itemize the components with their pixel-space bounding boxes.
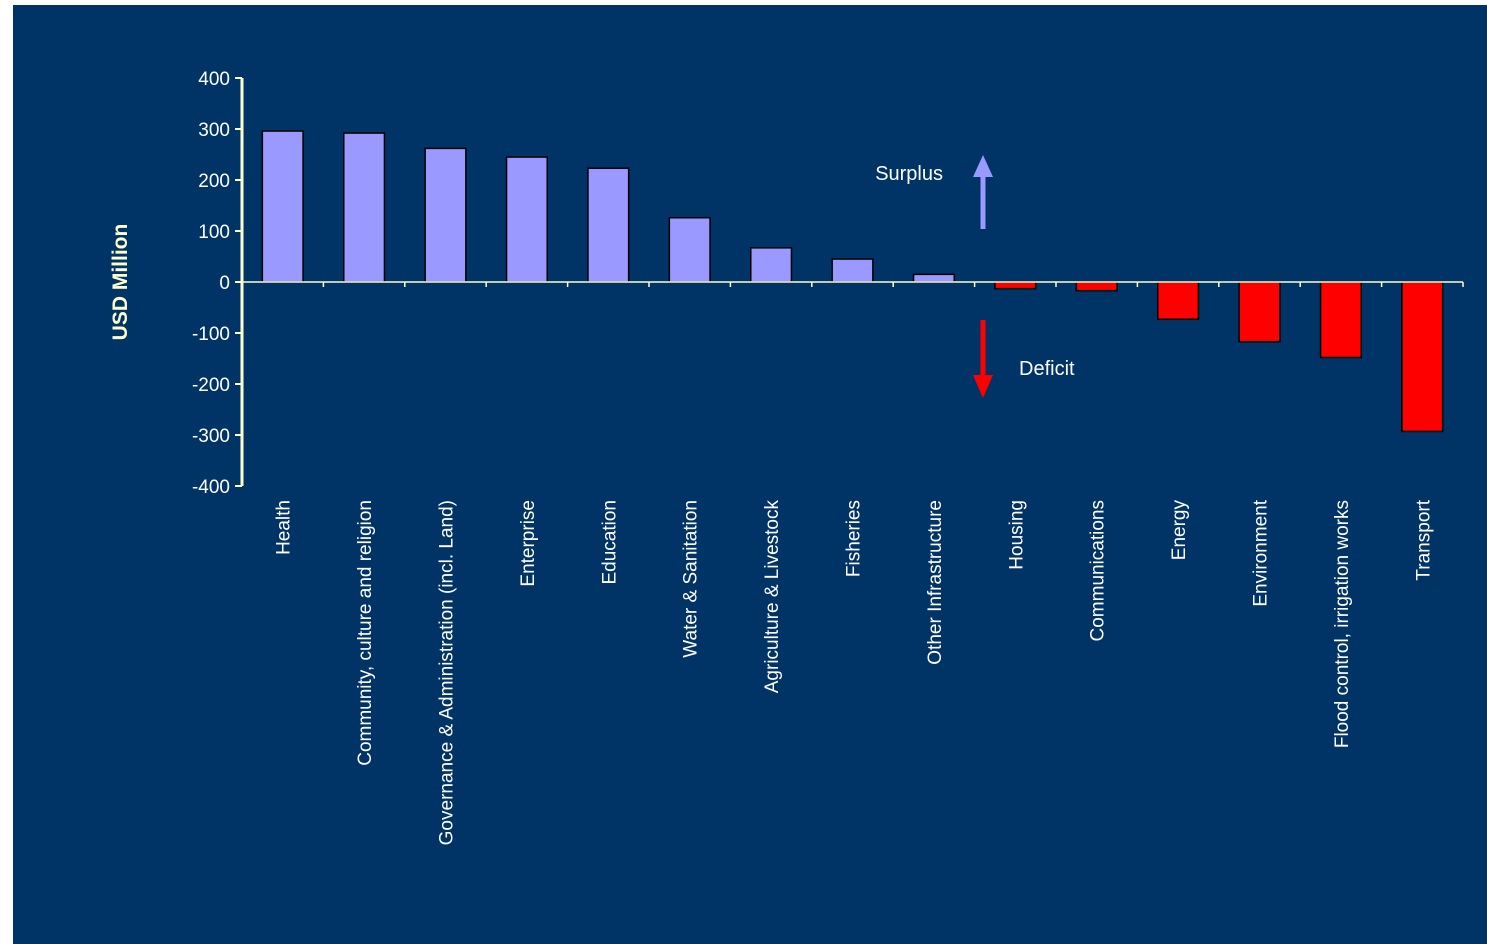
category-label-9: Housing — [1006, 500, 1027, 570]
y-tick-label-8: -400 — [192, 477, 230, 498]
y-axis-title: USD Million — [109, 224, 132, 341]
bar-8 — [912, 273, 955, 283]
bar-11 — [1157, 281, 1200, 320]
deficit-label: Deficit — [1019, 358, 1075, 380]
y-ticks-group: 400 300 200 100 0 -100 -200 -300 -400 — [192, 69, 242, 498]
y-tick-label-7: -300 — [192, 426, 230, 447]
bar-9 — [994, 281, 1037, 290]
bar-10 — [1075, 281, 1118, 292]
deficit-arrow-head — [973, 375, 993, 398]
bar-4 — [587, 167, 630, 283]
bar-5 — [668, 216, 711, 283]
surplus-label: Surplus — [875, 163, 943, 185]
category-label-12: Environment — [1251, 499, 1272, 606]
y-tick-label-1: 300 — [198, 120, 230, 141]
y-tick-label-5: -100 — [192, 324, 230, 345]
y-tick-label-3: 100 — [198, 222, 230, 243]
category-labels-group: Health Community, culture and religion Gov… — [274, 499, 1435, 845]
category-label-2: Governance & Administration (incl. Land) — [437, 500, 458, 845]
chart-frame: USD Million 400 300 200 100 0 -100 -200 -300 -40… — [13, 5, 1487, 944]
bar-6 — [750, 247, 793, 283]
category-label-6: Agriculture & Livestock — [762, 500, 783, 694]
bar-14 — [1401, 281, 1444, 433]
category-label-10: Communications — [1088, 500, 1109, 642]
category-label-4: Education — [599, 500, 620, 585]
category-label-8: Other Infrastructure — [925, 500, 946, 665]
category-label-1: Community, culture and religion — [355, 500, 376, 766]
y-tick-label-2: 200 — [198, 171, 230, 192]
bar-7 — [831, 258, 874, 283]
category-label-13: Flood control, irrigation works — [1332, 500, 1353, 748]
bar-13 — [1319, 281, 1363, 359]
y-tick-label-0: 400 — [198, 69, 230, 90]
bar-0 — [261, 130, 304, 283]
y-tick-label-6: -200 — [192, 375, 230, 396]
bar-1 — [343, 132, 386, 283]
category-label-14: Transport — [1413, 499, 1434, 580]
category-label-7: Fisheries — [844, 500, 865, 577]
category-label-11: Energy — [1169, 500, 1190, 561]
axes-group — [240, 78, 1464, 486]
bar-3 — [505, 156, 548, 283]
bar-2 — [424, 147, 467, 283]
bars-group — [261, 130, 1444, 433]
y-tick-label-4: 0 — [219, 273, 230, 294]
surplus-arrow-head — [973, 155, 993, 177]
bar-chart: USD Million 400 300 200 100 0 -100 -200 -300 -40… — [109, 69, 1464, 845]
category-label-3: Enterprise — [518, 500, 539, 587]
category-label-5: Water & Sanitation — [681, 500, 702, 658]
annotations-group: Surplus Deficit — [875, 155, 1075, 398]
category-label-0: Health — [274, 500, 295, 555]
bar-12 — [1238, 281, 1281, 343]
